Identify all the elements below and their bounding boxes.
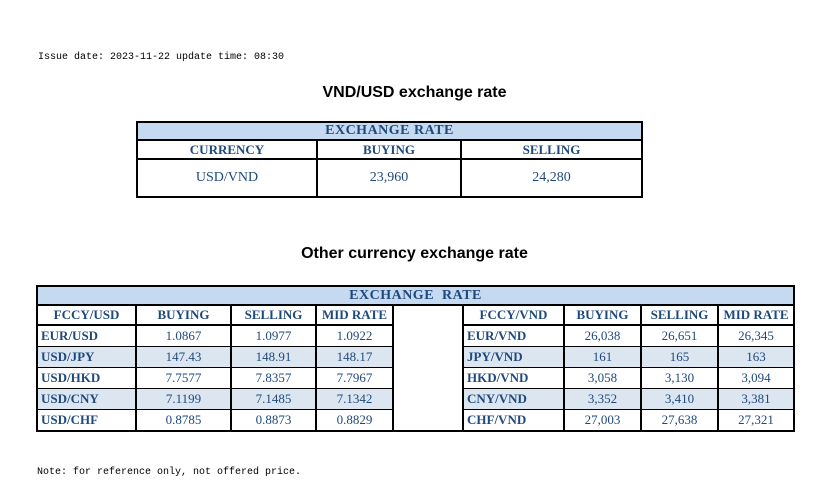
currency-pair-label: HKD/VND	[462, 367, 565, 389]
column-header-mid-rate: MID RATE	[716, 304, 796, 326]
exchange-rate-header: EXCHANGE RATE	[135, 121, 644, 141]
table-header-row: EXCHANGE RATE	[35, 285, 796, 306]
rate-value: 1.0977	[230, 324, 317, 347]
column-header-selling: SELLING	[640, 304, 719, 326]
rate-value: 1.0922	[315, 324, 394, 347]
rate-value: 26,038	[563, 324, 642, 347]
rate-value: 27,321	[716, 409, 796, 432]
rate-value: 7.8357	[230, 367, 317, 389]
rate-value: 3,352	[563, 388, 642, 410]
table-row: USD/JPY 147.43 148.91 148.17 JPY/VND 161…	[36, 346, 796, 368]
rate-value: 147.43	[135, 346, 232, 368]
table-row: USD/CHF 0.8785 0.8873 0.8829 CHF/VND 27,…	[36, 409, 796, 432]
rate-value: 26,345	[716, 324, 796, 347]
currency-pair-label: EUR/USD	[36, 324, 137, 347]
rate-value: 23,960	[316, 158, 462, 198]
rate-value: 3,058	[563, 367, 642, 389]
column-header-selling: SELLING	[230, 304, 317, 326]
currency-pair-label: USD/HKD	[36, 367, 137, 389]
rate-value: 3,094	[716, 367, 796, 389]
currency-pair-label: USD/VND	[136, 158, 318, 198]
currency-pair-label: USD/CNY	[36, 388, 137, 410]
table-header-row: EXCHANGE RATE	[135, 121, 644, 141]
rate-value: 3,410	[640, 388, 719, 410]
currency-pair-label: EUR/VND	[462, 324, 565, 347]
column-header-currency: CURRENCY	[136, 139, 318, 160]
rate-value: 0.8873	[230, 409, 317, 432]
column-header-fccy-vnd: FCCY/VND	[462, 304, 565, 326]
rate-value: 148.91	[230, 346, 317, 368]
column-header-buying: BUYING	[135, 304, 232, 326]
usd-vnd-table-title: VND/USD exchange rate	[322, 84, 507, 101]
rate-value: 7.1342	[315, 388, 394, 410]
other-currency-rate-table: EXCHANGE RATE FCCY/USD BUYING SELLING MI…	[35, 285, 796, 432]
currency-pair-label: USD/CHF	[36, 409, 137, 432]
rate-value: 165	[640, 346, 719, 368]
rate-value: 0.8785	[135, 409, 232, 432]
column-header-selling: SELLING	[459, 139, 644, 160]
issue-date-line: Issue date: 2023-11-22 update time: 08:3…	[38, 52, 285, 63]
exchange-rate-header: EXCHANGE RATE	[35, 285, 796, 306]
rate-value: 1.0867	[135, 324, 232, 347]
rate-value: 7.1199	[135, 388, 232, 410]
rate-value: 163	[716, 346, 796, 368]
rate-value: 7.1485	[230, 388, 317, 410]
table-row: USD/CNY 7.1199 7.1485 7.1342 CNY/VND 3,3…	[36, 388, 796, 410]
column-header-fccy-usd: FCCY/USD	[36, 304, 137, 326]
column-header-mid-rate: MID RATE	[315, 304, 394, 326]
column-header-buying: BUYING	[316, 139, 462, 160]
other-currency-table-title: Other currency exchange rate	[301, 245, 528, 262]
rate-value: 24,280	[459, 158, 644, 198]
table-row: USD/HKD 7.7577 7.8357 7.7967 HKD/VND 3,0…	[36, 367, 796, 389]
currency-pair-label: JPY/VND	[462, 346, 565, 368]
rate-value: 3,381	[716, 388, 796, 410]
rate-value: 7.7967	[315, 367, 394, 389]
column-header-buying: BUYING	[563, 304, 642, 326]
table-row: EUR/USD 1.0867 1.0977 1.0922 EUR/VND 26,…	[36, 324, 796, 347]
rate-value: 27,638	[640, 409, 719, 432]
rate-value: 27,003	[563, 409, 642, 432]
rate-value: 161	[563, 346, 642, 368]
column-header-row: CURRENCY BUYING SELLING	[136, 139, 644, 160]
rate-value: 26,651	[640, 324, 719, 347]
currency-pair-label: CNY/VND	[462, 388, 565, 410]
usd-vnd-rate-table: EXCHANGE RATE CURRENCY BUYING SELLING US…	[135, 121, 644, 198]
currency-pair-label: USD/JPY	[36, 346, 137, 368]
note-line: Note: for reference only, not offered pr…	[37, 467, 302, 478]
table-row: USD/VND 23,960 24,280	[136, 158, 644, 198]
currency-pair-label: CHF/VND	[462, 409, 565, 432]
rate-value: 0.8829	[315, 409, 394, 432]
column-header-row: FCCY/USD BUYING SELLING MID RATE FCCY/VN…	[36, 304, 796, 432]
rate-value: 7.7577	[135, 367, 232, 389]
rate-value: 148.17	[315, 346, 394, 368]
spacer-column	[392, 304, 464, 432]
rate-value: 3,130	[640, 367, 719, 389]
